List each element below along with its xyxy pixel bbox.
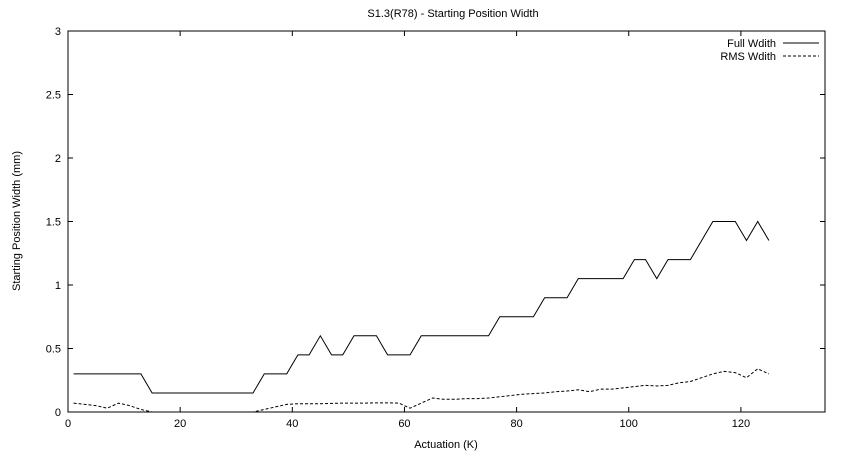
x-axis-label: Actuation (K) (414, 439, 478, 451)
axis-ticks: 0 20 40 60 80 100 120 0 0.5 1 1.5 2 2.5 3 (46, 26, 825, 430)
x-tick-label: 20 (174, 418, 186, 430)
series-group (73, 220, 770, 413)
legend-label-full: Full Wdith (727, 38, 776, 50)
y-tick-label: 0 (55, 407, 61, 419)
legend-label-rms: RMS Wdith (720, 51, 776, 63)
x-tick-label: 80 (510, 418, 522, 430)
series-line-full-width (73, 220, 770, 394)
x-tick-label: 60 (398, 418, 410, 430)
y-axis-label: Starting Position Width (mm) (11, 151, 23, 291)
x-tick-label: 120 (732, 418, 750, 430)
y-tick-label: 1.5 (46, 217, 61, 229)
y-tick-label: 3 (55, 26, 61, 38)
x-tick-label: 40 (286, 418, 298, 430)
y-tick-label: 2 (55, 153, 61, 165)
chart-title: S1.3(R78) - Starting Position Width (367, 8, 538, 20)
x-tick-label: 0 (65, 418, 71, 430)
y-tick-label: 1 (55, 280, 61, 292)
y-tick-label: 0.5 (46, 344, 61, 356)
x-tick-label: 100 (620, 418, 638, 430)
legend: Full Wdith RMS Wdith (720, 38, 819, 63)
plot-frame (67, 30, 826, 413)
series-line-rms-width (73, 368, 770, 413)
y-tick-label: 2.5 (46, 90, 61, 102)
